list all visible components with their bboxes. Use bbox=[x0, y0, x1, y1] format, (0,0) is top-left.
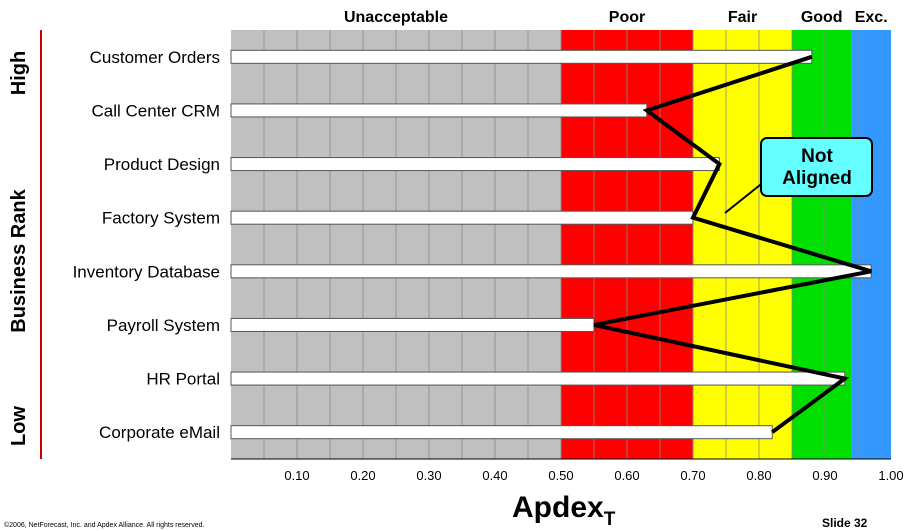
bar bbox=[230, 49, 813, 64]
bar bbox=[230, 103, 648, 118]
category-label: Factory System bbox=[102, 209, 220, 228]
bar bbox=[230, 371, 846, 386]
bar bbox=[230, 210, 694, 225]
category-label: Call Center CRM bbox=[92, 101, 220, 120]
category-label: Corporate eMail bbox=[99, 423, 220, 442]
zone-label: Unacceptable bbox=[344, 9, 448, 26]
category-labels: Customer Orders Call Center CRM Product De… bbox=[73, 48, 220, 442]
rank-low-label: Low bbox=[8, 406, 30, 446]
callout-pointer bbox=[724, 180, 766, 214]
x-tick-label: 0.70 bbox=[680, 468, 705, 483]
rank-high-label: High bbox=[8, 51, 30, 95]
category-label: Product Design bbox=[104, 155, 220, 174]
bar bbox=[230, 317, 595, 332]
x-tick-label: 0.30 bbox=[416, 468, 441, 483]
category-label: Inventory Database bbox=[73, 262, 220, 281]
x-tick-label: 0.40 bbox=[482, 468, 507, 483]
rank-alignment-line bbox=[593, 54, 872, 434]
grid-lines bbox=[231, 30, 891, 460]
bar bbox=[230, 157, 720, 172]
x-tick-label: 0.60 bbox=[614, 468, 639, 483]
x-tick-labels: 0.10 0.20 0.30 0.40 0.50 0.60 0.70 0.80 0.90 1.00 bbox=[284, 468, 903, 483]
x-tick-label: 0.50 bbox=[548, 468, 573, 483]
x-tick-label: 0.10 bbox=[284, 468, 309, 483]
category-label: HR Portal bbox=[146, 370, 220, 389]
x-tick-label: 0.90 bbox=[812, 468, 837, 483]
x-axis-title: ApdexT bbox=[512, 491, 616, 530]
x-tick-label: 0.80 bbox=[746, 468, 771, 483]
callout-line-2: Aligned bbox=[782, 168, 852, 189]
zone-band bbox=[792, 30, 852, 459]
callout-box bbox=[760, 137, 873, 197]
bar bbox=[230, 425, 773, 440]
copyright-text: ©2006, NetForecast, Inc. and Apdex Allia… bbox=[4, 521, 205, 529]
category-label: Customer Orders bbox=[90, 48, 220, 67]
y-axis-title: Business Rank bbox=[8, 188, 30, 332]
zone-label: Fair bbox=[728, 9, 757, 26]
category-label: Payroll System bbox=[107, 316, 220, 335]
x-tick-label: 0.20 bbox=[350, 468, 375, 483]
zone-label: Good bbox=[801, 9, 843, 26]
callout-line-1: Not bbox=[801, 146, 833, 167]
zone-label: Poor bbox=[609, 9, 645, 26]
zone-labels: Unacceptable Poor Fair Good Exc. bbox=[344, 9, 888, 26]
zone-label: Exc. bbox=[855, 9, 888, 26]
x-axis-title-subscript: T bbox=[604, 509, 616, 530]
x-axis-title-main: Apdex bbox=[512, 491, 604, 524]
zone-band bbox=[851, 30, 891, 459]
slide-number: Slide 32 bbox=[822, 516, 868, 530]
x-tick-label: 1.00 bbox=[878, 468, 903, 483]
bar bbox=[230, 264, 872, 279]
bars bbox=[230, 49, 872, 440]
